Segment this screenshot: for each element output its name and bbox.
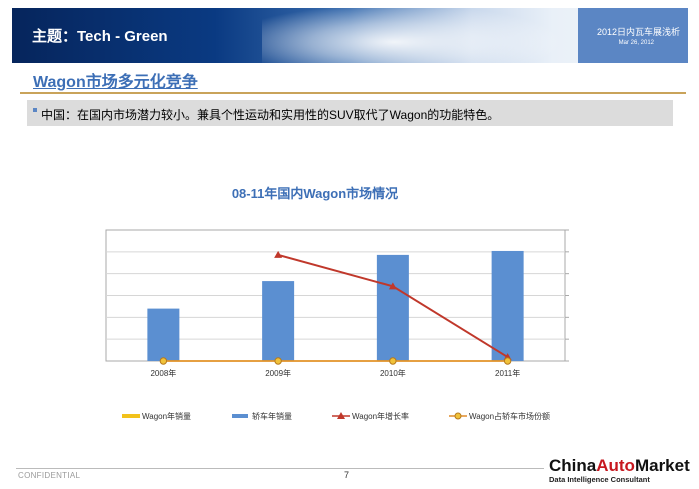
company-logo: ChinaAutoMarket: [549, 457, 690, 474]
bar-轿车年销量: [147, 308, 180, 361]
chart-title: 08-11年国内Wagon市场情况: [231, 186, 399, 201]
logo-part-market: Market: [634, 456, 690, 475]
x-tick-label: 2011年: [495, 368, 520, 378]
point-Wagon占轿车市场份额: [503, 357, 512, 365]
logo-part-china: China: [549, 456, 597, 475]
bullet-bar: 中国：在国内市场潜力较小。兼具个性运动和实用性的SUV取代了Wagon的功能特色…: [27, 100, 673, 126]
bullet-text: 中国：在国内市场潜力较小。兼具个性运动和实用性的SUV取代了Wagon的功能特色…: [41, 108, 500, 122]
header-banner: 主题：Tech - Green 2012日内瓦车展浅析 Mar 26, 2012: [12, 8, 688, 63]
logo-subtitle: Data Intelligence Consultant: [549, 475, 650, 484]
bar-轿车年销量: [491, 250, 524, 361]
footer-divider: [16, 468, 544, 469]
bar-轿车年销量: [262, 281, 295, 361]
report-title: 2012日内瓦车展浅析: [596, 27, 680, 37]
legend-swatch: [232, 414, 248, 418]
legend-label: Wagon年增长率: [352, 411, 409, 421]
legend-label: 轿车年销量: [252, 411, 292, 421]
point-Wagon占轿车市场份额: [389, 357, 397, 365]
report-box: 2012日内瓦车展浅析 Mar 26, 2012: [578, 8, 688, 63]
point-Wagon占轿车市场份额: [274, 357, 282, 365]
cloud-decoration: [262, 8, 592, 63]
legend-marker: [337, 412, 345, 419]
confidential-label: CONFIDENTIAL: [18, 471, 81, 480]
logo-part-auto: Auto: [596, 456, 635, 475]
legend-label: Wagon年销量: [142, 411, 191, 421]
x-tick-label: 2008年: [150, 368, 176, 378]
point-Wagon年增长率: [388, 282, 397, 290]
point-Wagon占轿车市场份额: [159, 357, 168, 365]
report-date: Mar 26, 2012: [618, 40, 654, 46]
point-Wagon年增长率: [274, 250, 283, 258]
bullet-icon: [33, 108, 37, 112]
section-title: Wagon市场多元化竞争: [33, 74, 198, 91]
legend-marker: [454, 412, 462, 420]
page-number: 7: [344, 470, 350, 480]
x-tick-label: 2009年: [265, 368, 291, 378]
section-divider: [20, 92, 686, 94]
bar-轿车年销量: [376, 254, 409, 361]
x-tick-label: 2010年: [380, 368, 406, 378]
slide-topic: 主题：Tech - Green: [32, 28, 168, 45]
legend-label: Wagon占轿车市场份额: [469, 411, 550, 421]
